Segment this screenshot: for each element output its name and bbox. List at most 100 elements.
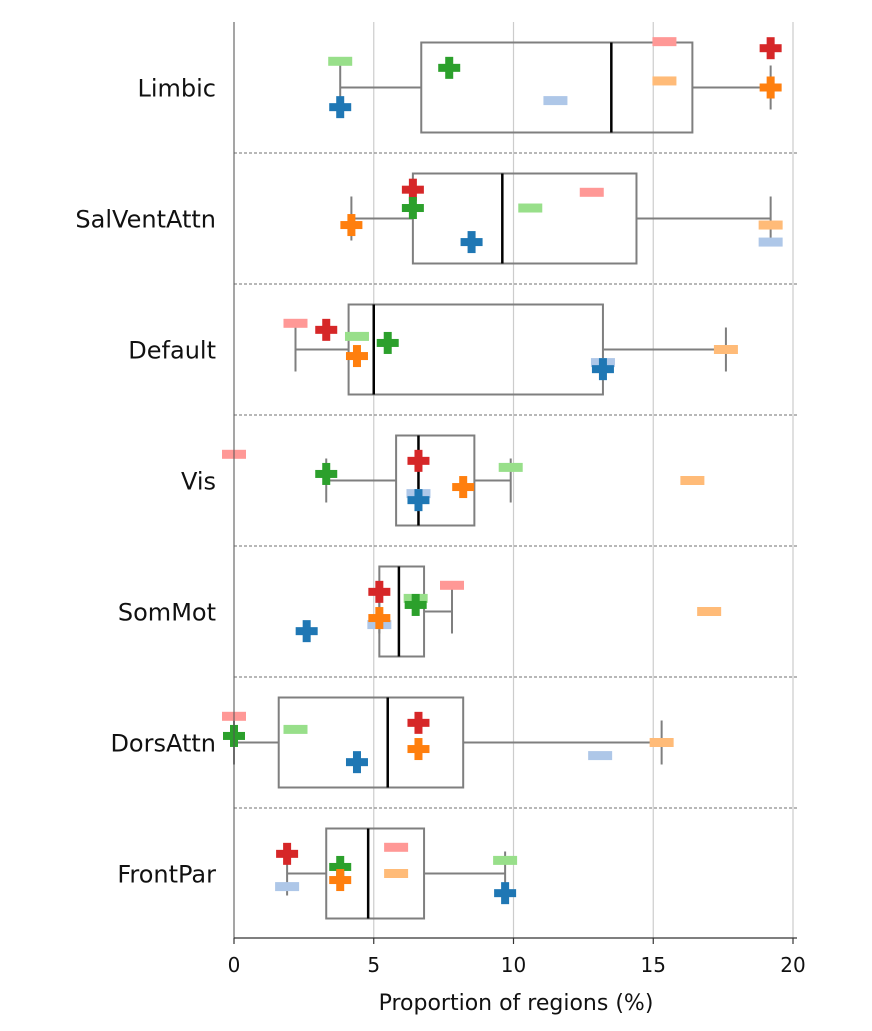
- plus-marker-blue-sommot-v: [302, 620, 311, 643]
- plus-marker-blue-salventattn: [460, 231, 483, 254]
- plus-marker-blue-frontpar: [494, 882, 517, 905]
- category-label-vis: Vis: [181, 468, 216, 496]
- plus-marker-blue-vis-v: [414, 489, 423, 512]
- plus-marker-orange-frontpar: [329, 869, 352, 892]
- dash-marker-light-orange-dorsattn: [649, 738, 674, 747]
- dash-marker-light-orange-salventattn: [758, 220, 783, 230]
- dash-marker-light-green-limbic: [328, 56, 353, 66]
- category-label-sommot: SomMot: [118, 599, 216, 627]
- dash-marker-light-green-default: [344, 331, 369, 341]
- x-tick-label-20: 20: [780, 953, 805, 977]
- category-labels: Limbic SalVentAttn Default Vis SomMot DorsAtt…: [75, 75, 216, 889]
- dash-marker-light-orange-limbic: [652, 76, 677, 86]
- plus-marker-green-sommot: [404, 593, 427, 616]
- dash-marker-light-green-frontpar: [493, 855, 518, 865]
- dash-marker-light-orange-frontpar: [384, 869, 409, 878]
- vertical-gridlines: [233, 22, 794, 938]
- plus-marker-red-dorsattn: [407, 711, 430, 734]
- plus-marker-orange-salventattn-v: [347, 214, 356, 237]
- plus-marker-orange-sommot: [368, 607, 391, 630]
- box-dorsattn: [277, 696, 465, 789]
- plus-marker-red-dorsattn-v: [414, 711, 423, 734]
- plus-marker-orange-vis-v: [459, 476, 468, 499]
- dash-marker-light-blue-dorsattn: [588, 751, 613, 761]
- plus-marker-red-frontpar-v: [283, 842, 292, 865]
- plus-marker-red-sommot: [368, 580, 391, 603]
- x-tick-label-15: 15: [641, 953, 666, 977]
- dash-marker-light-orange-vis: [680, 476, 705, 485]
- box-default: [347, 303, 604, 396]
- dash-marker-light-blue-salventattn: [758, 237, 783, 247]
- plus-marker-red-sommot-v: [375, 580, 384, 603]
- dash-marker-light-red-salventattn: [579, 187, 604, 197]
- plus-marker-red-salventattn: [401, 178, 424, 201]
- plus-marker-red-default-v: [322, 318, 331, 341]
- dash-marker-light-orange-sommot: [697, 607, 722, 616]
- plus-marker-green-limbic: [438, 56, 461, 79]
- plus-marker-orange-salventattn: [340, 214, 363, 237]
- plus-marker-blue-salventattn-v: [467, 231, 476, 254]
- box-limbic: [420, 41, 694, 134]
- plus-marker-red-limbic: [759, 37, 782, 60]
- x-tick-label-0: 0: [228, 953, 241, 977]
- plus-marker-orange-default: [345, 345, 368, 368]
- dash-marker-light-blue-limbic: [543, 96, 568, 106]
- category-label-default: Default: [128, 337, 216, 365]
- x-tick-label-10: 10: [501, 953, 526, 977]
- plus-marker-blue-limbic-v: [336, 96, 345, 119]
- dash-marker-light-green-vis: [498, 462, 523, 472]
- dash-marker-light-red-sommot: [440, 580, 465, 590]
- dash-marker-light-green-dorsattn: [283, 724, 308, 734]
- category-label-salventattn: SalVentAttn: [75, 206, 216, 234]
- plus-marker-blue-sommot: [295, 620, 318, 643]
- category-separators: [234, 152, 797, 809]
- plus-marker-blue-limbic: [329, 96, 352, 119]
- plus-marker-green-frontpar-v: [336, 855, 345, 878]
- plus-marker-blue-dorsattn: [345, 751, 368, 774]
- x-tick-label-5: 5: [367, 953, 380, 977]
- x-axis-title: Proportion of regions (%): [379, 991, 654, 1016]
- box-salventattn: [411, 172, 638, 265]
- plus-marker-orange-limbic-v: [766, 76, 775, 99]
- plus-marker-green-limbic-v: [445, 56, 454, 79]
- plus-marker-green-default: [376, 331, 399, 354]
- category-label-dorsattn: DorsAttn: [110, 730, 216, 758]
- dash-marker-light-orange-default: [713, 345, 738, 354]
- plus-marker-blue-default: [591, 358, 614, 381]
- dash-marker-light-green-salventattn: [518, 203, 543, 213]
- plus-marker-red-limbic-v: [766, 37, 775, 60]
- plus-marker-orange-dorsattn: [407, 738, 430, 761]
- dash-marker-light-red-default: [283, 318, 308, 328]
- plus-marker-orange-limbic: [759, 76, 782, 99]
- plus-marker-green-salventattn: [401, 197, 424, 220]
- x-axis: 0 5 10 15 20: [228, 22, 806, 977]
- plus-marker-green-default-v: [383, 331, 392, 354]
- plus-marker-orange-vis: [452, 476, 475, 499]
- plus-marker-red-vis: [407, 449, 430, 472]
- dash-marker-light-blue-frontpar: [275, 882, 300, 892]
- plus-marker-red-vis-v: [414, 449, 423, 472]
- plus-marker-blue-dorsattn-v: [352, 751, 361, 774]
- category-label-frontpar: FrontPar: [117, 861, 216, 889]
- plus-marker-orange-frontpar-v: [336, 869, 345, 892]
- box-frontpar: [325, 827, 426, 920]
- plus-marker-red-salventattn-v: [408, 178, 417, 201]
- plus-marker-green-sommot-v: [411, 593, 420, 616]
- plus-marker-blue-frontpar-v: [501, 882, 510, 905]
- plus-marker-red-default: [315, 318, 338, 341]
- plus-marker-orange-dorsattn-v: [414, 738, 423, 761]
- plus-marker-green-vis: [315, 462, 338, 485]
- plus-marker-green-vis-v: [322, 462, 331, 485]
- category-label-limbic: Limbic: [137, 75, 216, 103]
- plus-marker-orange-sommot-v: [375, 607, 384, 630]
- data-points: [222, 37, 783, 905]
- plus-marker-green-frontpar: [329, 855, 352, 878]
- plus-marker-orange-default-v: [352, 345, 361, 368]
- plus-marker-blue-default-v: [598, 358, 607, 381]
- dash-marker-light-red-limbic: [652, 37, 677, 47]
- plus-marker-blue-vis: [407, 489, 430, 512]
- box-vis: [395, 434, 476, 527]
- dash-marker-light-red-frontpar: [384, 842, 409, 852]
- plus-marker-green-salventattn-v: [408, 197, 417, 220]
